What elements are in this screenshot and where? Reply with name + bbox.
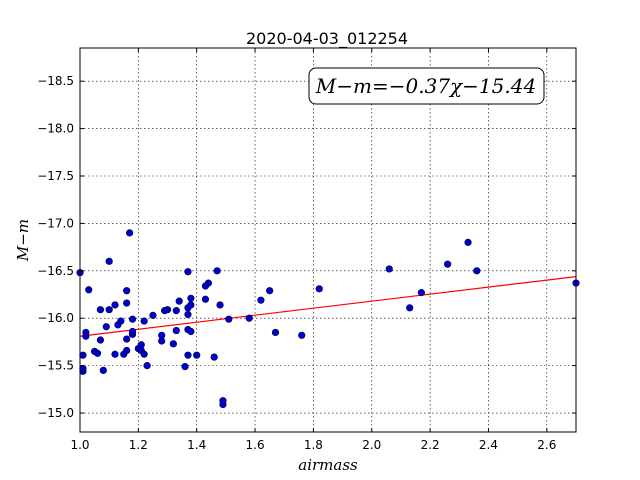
data-point [219,397,227,405]
data-point [158,331,166,339]
data-point [216,301,224,309]
y-tick-label: −18.0 [37,122,74,136]
data-point [105,257,113,265]
data-point [123,287,131,295]
plot-background [80,48,576,432]
data-point [79,351,87,359]
data-point [128,315,137,323]
fit-annotation: M−m=−0.37χ−15.44 [308,67,545,105]
data-point [143,362,151,370]
data-point [175,297,183,305]
annotation-box [308,67,545,105]
data-point [184,351,192,359]
x-tick-label: 2.2 [421,438,440,452]
data-point [128,327,137,336]
data-point [149,311,157,319]
data-point [140,350,148,358]
x-tick-label: 1.2 [129,438,148,452]
y-tick-label: −15.5 [37,359,74,373]
x-tick-label: 1.0 [70,438,89,452]
data-point [140,317,148,325]
y-tick-label: −16.5 [37,264,74,278]
data-point [123,299,131,307]
data-point [271,328,280,337]
data-point [417,289,425,297]
x-axis-label: airmass [298,456,358,474]
data-point [184,268,192,276]
data-point [99,366,107,374]
data-point [163,306,172,314]
data-point [385,265,393,273]
x-tick-label: 2.0 [362,438,381,452]
data-point [473,267,481,275]
chart-title: 2020-04-03_012254 [246,29,408,49]
data-point [464,238,472,246]
data-point [187,294,195,302]
x-tick-label: 2.4 [479,438,498,452]
y-tick-label: −15.0 [37,406,74,420]
data-point [172,326,180,335]
data-point [201,295,210,303]
data-point [225,315,233,323]
data-point [102,323,110,331]
plot-frame [79,47,577,433]
data-point [245,314,253,322]
data-point [204,279,212,287]
scatter-points [76,229,580,409]
data-point [117,317,125,325]
y-tick-label: −17.5 [37,169,74,183]
x-axis-ticks: 1.0 1.2 1.4 1.6 1.8 2.0 2.2 2.4 2.6 [70,48,556,452]
data-point [82,328,90,337]
data-point [172,307,180,315]
x-tick-label: 2.6 [537,438,556,452]
data-point [257,296,265,304]
annotation-text: M−m=−0.37χ−15.44 [315,74,536,98]
data-point [444,260,452,268]
data-point [123,346,131,355]
y-tick-label: −17.0 [37,216,74,230]
data-point [96,336,105,344]
x-tick-label: 1.8 [304,438,323,452]
data-point [85,286,93,294]
data-point [187,301,195,309]
y-tick-label: −18.5 [37,74,74,88]
data-point [105,306,113,314]
data-point [266,287,274,295]
y-tick-label: −16.0 [37,311,74,325]
data-point [184,310,192,319]
data-point [93,349,102,357]
data-point [123,335,131,343]
x-tick-label: 1.6 [246,438,265,452]
data-point [96,306,105,314]
data-point [111,350,119,358]
data-point [213,267,221,275]
data-point [210,353,218,361]
data-point [193,351,201,359]
data-point [181,362,189,371]
data-point [315,285,323,293]
data-point [187,327,195,336]
y-axis-label: M−m [14,219,32,262]
data-point [169,340,177,348]
x-tick-label: 1.4 [187,438,206,452]
grid [80,48,576,432]
data-point [126,229,134,237]
data-point [79,364,87,373]
y-axis-ticks: −15.0 −15.5 −16.0 −16.5 −17.0 −17.5 −18.0 −18.5 [37,74,576,420]
data-point [111,301,119,309]
plot-area: 1.0 1.2 1.4 1.6 1.8 2.0 2.2 2.4 2.6 −15.0−15.5−1… [37,47,580,452]
fit-line [79,276,577,337]
data-point [298,331,306,339]
data-point [406,304,414,312]
fit-line-layer [79,276,577,337]
